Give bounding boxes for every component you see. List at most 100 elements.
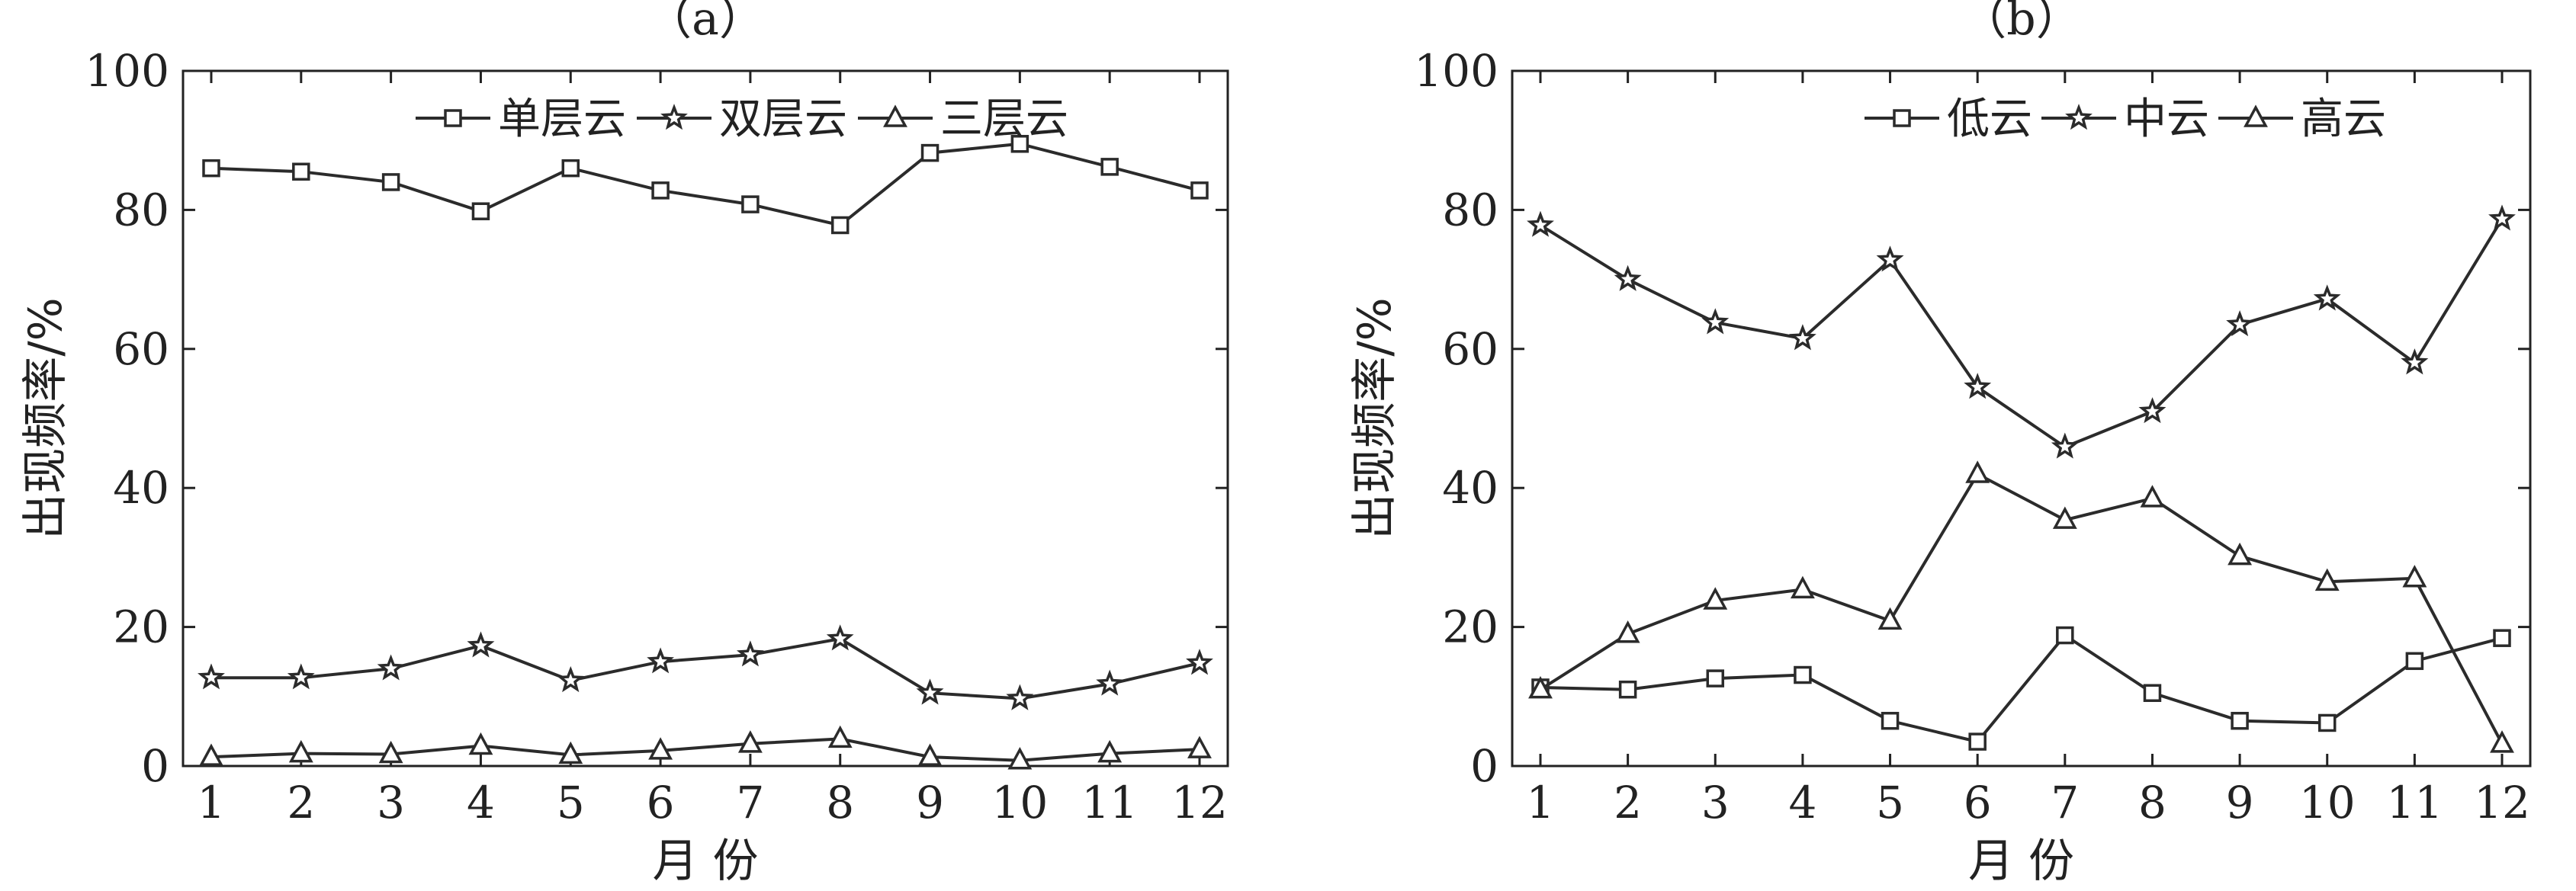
y-tick-label: 100 (85, 45, 169, 97)
data-point (2402, 565, 2427, 588)
series-line (1539, 218, 2504, 449)
panel-title: （a） (646, 0, 765, 46)
data-point (557, 665, 585, 693)
legend-entry: 中云 (2041, 95, 2209, 144)
data-point (2056, 626, 2074, 645)
y-tick-label: 80 (113, 184, 169, 236)
data-point (1881, 711, 1900, 730)
data-point (1790, 575, 1815, 599)
series-line (1539, 472, 2504, 745)
data-point (1968, 732, 1987, 751)
data-point (1615, 620, 1640, 643)
data-point (1877, 607, 1903, 630)
data-point (2401, 348, 2429, 375)
data-point (1096, 669, 1124, 696)
data-point (1876, 245, 1904, 272)
x-tick-label: 5 (557, 777, 585, 829)
data-point (827, 725, 853, 748)
data-point (1701, 308, 1730, 335)
data-point (2317, 713, 2337, 732)
data-point (1187, 736, 1212, 758)
data-point (1794, 665, 1812, 684)
series-star (1527, 204, 2516, 459)
data-point (1097, 739, 1123, 763)
series-line (210, 142, 1200, 227)
data-point (198, 663, 225, 690)
series-square (202, 135, 1209, 235)
plot-frame (1511, 69, 2532, 768)
data-point (2314, 568, 2340, 591)
y-axis-title: 出现频率/% (19, 297, 72, 539)
data-point (1006, 684, 1034, 710)
data-point (378, 740, 403, 764)
data-point (1618, 680, 1637, 699)
x-tick-label: 2 (1614, 777, 1642, 829)
legend-entry: 双层云 (637, 95, 847, 144)
y-tick-label: 60 (1442, 323, 1498, 375)
y-tick-label: 0 (141, 740, 169, 792)
data-point (377, 654, 405, 681)
data-point (561, 159, 580, 178)
data-point (202, 159, 220, 178)
x-tick-label: 8 (826, 777, 854, 829)
x-tick-label: 12 (2474, 777, 2530, 829)
y-tick-label: 0 (1470, 740, 1498, 792)
x-tick-label: 11 (1081, 777, 1138, 829)
data-point (2231, 711, 2249, 730)
legend-label: 单层云 (498, 95, 626, 144)
legend-marker (444, 109, 462, 127)
x-tick-label: 5 (1876, 777, 1904, 829)
data-point (2052, 506, 2077, 529)
y-tick-label: 20 (113, 601, 169, 653)
data-point (1527, 210, 1554, 237)
data-point (287, 663, 315, 690)
y-tick-label: 20 (1442, 601, 1498, 653)
data-point (1964, 373, 1992, 399)
y-tick-label: 40 (1442, 462, 1498, 514)
legend: 低云 中云 高云 (1865, 95, 2386, 144)
data-point (651, 181, 670, 200)
data-point (2490, 730, 2514, 753)
data-point (558, 741, 583, 764)
series-star (198, 624, 1213, 710)
series-line (1540, 633, 2503, 744)
series-triangle (1528, 460, 2514, 753)
data-point (920, 143, 940, 162)
data-point (1788, 324, 1816, 351)
x-tick-label: 1 (198, 777, 226, 829)
x-tick-label: 3 (1701, 777, 1730, 829)
x-tick-label: 1 (1527, 777, 1555, 829)
legend-entry: 单层云 (416, 95, 626, 144)
data-point (1965, 460, 1990, 483)
y-tick-label: 100 (1414, 45, 1498, 97)
data-point (1706, 669, 1725, 687)
legend-marker (1893, 109, 1911, 127)
legend-label: 中云 (2124, 95, 2209, 144)
legend-marker (883, 104, 907, 127)
data-point (736, 640, 764, 667)
data-point (468, 732, 493, 755)
series-line (211, 636, 1200, 700)
x-tick-label: 6 (1964, 777, 1992, 829)
legend-label: 三层云 (940, 95, 1068, 144)
x-tick-label: 2 (287, 777, 315, 829)
x-tick-label: 7 (2051, 777, 2079, 829)
data-point (916, 678, 944, 705)
data-point (199, 743, 223, 766)
data-point (917, 743, 943, 766)
x-tick-label: 6 (647, 777, 675, 829)
y-tick-label: 80 (1442, 184, 1498, 236)
x-tick-label: 4 (1788, 777, 1816, 829)
legend-marker (660, 104, 688, 130)
series-line (210, 737, 1200, 762)
series-square (1531, 626, 2511, 751)
data-point (471, 202, 490, 220)
data-point (1614, 264, 1642, 291)
data-point (2228, 542, 2253, 566)
plot-frame (181, 69, 1229, 768)
data-point (1190, 181, 1209, 200)
data-point (741, 195, 760, 213)
x-tick-label: 9 (916, 777, 944, 829)
